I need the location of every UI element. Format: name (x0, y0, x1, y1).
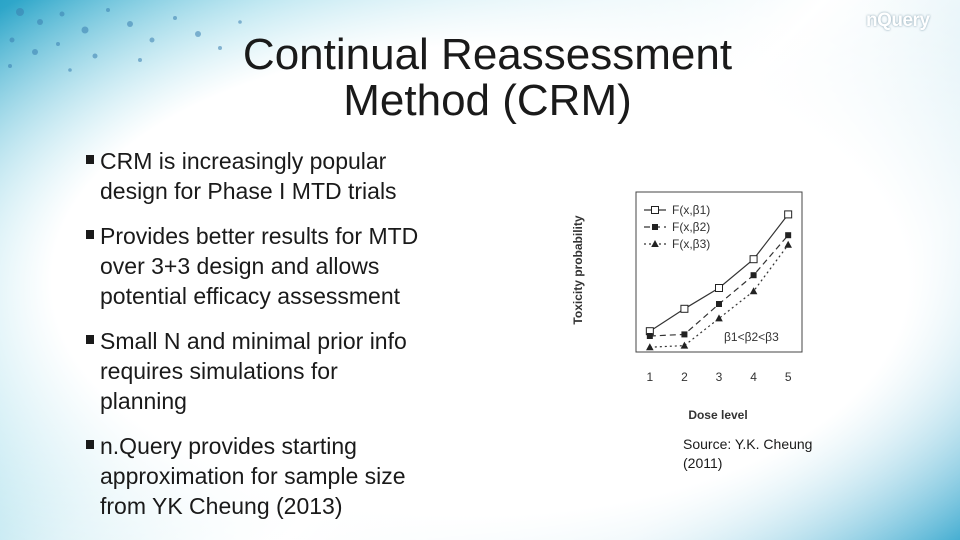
toxicity-chart: F(x,β1) F(x,β2) F(x,β3) β1<β2<β3 1 2 3 4 5 Dose l… (560, 185, 820, 435)
bullet-list: CRM is increasingly popular design for P… (84, 146, 504, 521)
data-point (646, 333, 653, 339)
source-line: (2011) (683, 455, 723, 471)
bullet-text: over 3+3 design and allows (100, 253, 380, 279)
legend-label: F(x,β1) (672, 203, 710, 217)
bullet-square-icon (86, 440, 94, 449)
data-point (646, 343, 654, 351)
legend-marker (652, 224, 658, 230)
series-line-3 (649, 244, 789, 348)
source-caption: Source: Y.K. Cheung (2011) (683, 435, 853, 473)
bullet-text: Small N and minimal prior info (100, 328, 407, 354)
bullet-square-icon (86, 335, 94, 344)
bullet-square-icon (86, 155, 94, 164)
bullet-item: CRM is increasingly popular design for P… (84, 146, 504, 206)
data-point (680, 304, 689, 313)
bullet-item: Small N and minimal prior info requires … (84, 326, 504, 416)
bullet-item: Provides better results for MTD over 3+3… (84, 221, 504, 311)
x-tick-label: 2 (681, 370, 688, 384)
x-tick-label: 4 (750, 370, 757, 384)
data-point (784, 210, 793, 219)
bullet-text: planning (100, 388, 187, 414)
data-point (681, 331, 688, 338)
bullet-text: design for Phase I MTD trials (100, 178, 397, 204)
legend-marker (651, 240, 659, 247)
slide-title: Continual Reassessment Method (CRM) (150, 32, 825, 124)
legend-label: F(x,β2) (672, 220, 710, 234)
source-line: Source: Y.K. Cheung (683, 436, 813, 452)
bullet-text: n.Query provides starting (100, 433, 357, 459)
title-line-2: Method (CRM) (343, 76, 632, 125)
plot-frame (635, 191, 803, 353)
bullet-text: approximation for sample size (100, 463, 406, 489)
decorative-dots (8, 8, 242, 72)
bullet-text: potential efficacy assessment (100, 283, 401, 309)
data-point (785, 232, 792, 239)
title-line-1: Continual Reassessment (242, 30, 733, 79)
bullet-square-icon (86, 230, 94, 239)
x-tick-label: 1 (646, 370, 653, 384)
data-point (749, 255, 758, 264)
data-point (715, 284, 723, 292)
y-axis-label: Toxicity probability (571, 215, 585, 324)
x-tick-label: 5 (785, 370, 792, 384)
data-point (750, 272, 757, 279)
data-point (680, 341, 689, 349)
data-point (749, 287, 758, 295)
legend-label: F(x,β3) (672, 237, 710, 251)
data-point (715, 314, 723, 322)
data-point (784, 240, 792, 248)
bullet-text: CRM is increasingly popular (100, 148, 387, 174)
chart-annotation: β1<β2<β3 (724, 330, 779, 344)
bullet-text: requires simulations for (100, 358, 338, 384)
bullet-text: Provides better results for MTD (100, 223, 419, 249)
bullet-item: n.Query provides starting approximation … (84, 431, 504, 521)
data-point (716, 301, 722, 307)
bullet-text: from YK Cheung (2013) (100, 493, 343, 519)
x-axis-label: Dose level (688, 408, 747, 422)
nquery-logo: nQuery (866, 10, 930, 31)
legend-marker (651, 206, 659, 214)
chart-svg: F(x,β1) F(x,β2) F(x,β3) β1<β2<β3 1 2 3 4 5 Dose l… (571, 191, 803, 422)
x-tick-label: 3 (716, 370, 723, 384)
